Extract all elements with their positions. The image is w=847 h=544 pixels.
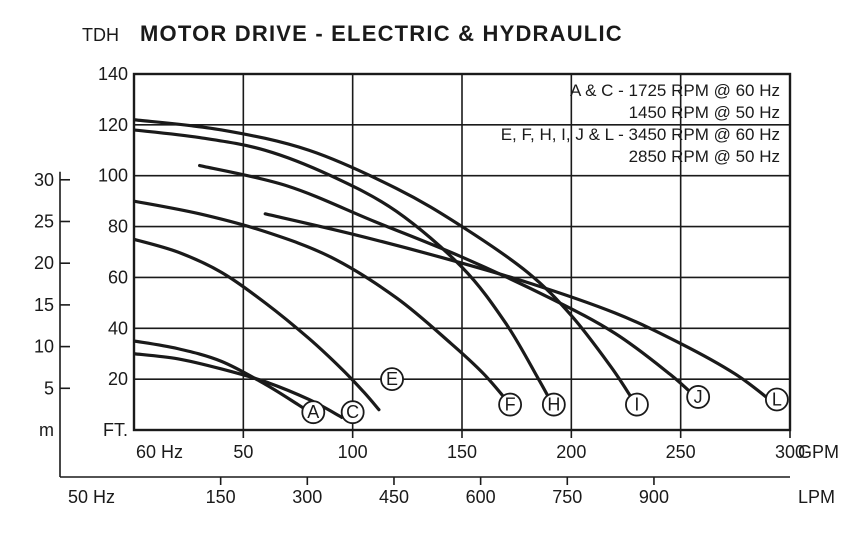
m-axis-label: m: [39, 420, 54, 440]
curve-label-h: H: [547, 395, 560, 415]
curve-label-i: I: [634, 395, 639, 415]
ft-tick-label: 20: [108, 369, 128, 389]
ft-tick-label: 120: [98, 115, 128, 135]
gpm-tick-label: 200: [556, 442, 586, 462]
m-tick-label: 30: [34, 170, 54, 190]
legend-line: A & C - 1725 RPM @ 60 Hz: [570, 81, 780, 100]
legend-line: E, F, H, I, J & L - 3450 RPM @ 60 Hz: [501, 125, 780, 144]
curve-a: [134, 341, 313, 415]
lpm-tick-label: 450: [379, 487, 409, 507]
m-tick-label: 10: [34, 337, 54, 357]
lpm-tick-label: 600: [466, 487, 496, 507]
lpm-tick-label: 750: [552, 487, 582, 507]
ft-tick-label: 140: [98, 64, 128, 84]
chart-container: MOTOR DRIVE - ELECTRIC & HYDRAULIC TDH 20 4…: [0, 0, 847, 544]
tdh-label: TDH: [82, 25, 119, 45]
curve-label-c: C: [346, 402, 359, 422]
ft-tick-label: 40: [108, 318, 128, 338]
ft-tick-label: 60: [108, 267, 128, 287]
legend-line: 1450 RPM @ 50 Hz: [629, 103, 780, 122]
gpm-tick-label: 150: [447, 442, 477, 462]
ft-tick-label: 100: [98, 166, 128, 186]
ft-axis-label: FT.: [103, 420, 128, 440]
curve-label-a: A: [307, 402, 319, 422]
legend-line: 2850 RPM @ 50 Hz: [629, 147, 780, 166]
gpm-tick-label: 50: [233, 442, 253, 462]
curve-f: [134, 201, 510, 404]
curve-l: [265, 214, 772, 402]
x-lpm-label: LPM: [798, 487, 835, 507]
curve-label-f: F: [505, 395, 516, 415]
lpm-tick-label: 300: [292, 487, 322, 507]
gpm-tick-label: 100: [338, 442, 368, 462]
m-tick-label: 25: [34, 211, 54, 231]
chart-title: MOTOR DRIVE - ELECTRIC & HYDRAULIC: [140, 21, 623, 46]
gpm-tick-label: 250: [666, 442, 696, 462]
ft-tick-label: 80: [108, 217, 128, 237]
curve-label-j: J: [694, 387, 703, 407]
m-tick-label: 15: [34, 295, 54, 315]
curve-label-e: E: [386, 369, 398, 389]
curve-j: [200, 166, 699, 400]
lpm-tick-label: 900: [639, 487, 669, 507]
x-60hz-label: 60 Hz: [136, 442, 183, 462]
pump-curve-chart: MOTOR DRIVE - ELECTRIC & HYDRAULIC TDH 20 4…: [0, 0, 847, 544]
m-tick-label: 5: [44, 378, 54, 398]
curve-label-l: L: [772, 389, 782, 409]
m-tick-label: 20: [34, 253, 54, 273]
x-gpm-label: GPM: [798, 442, 839, 462]
x-50hz-label: 50 Hz: [68, 487, 115, 507]
lpm-tick-label: 150: [206, 487, 236, 507]
